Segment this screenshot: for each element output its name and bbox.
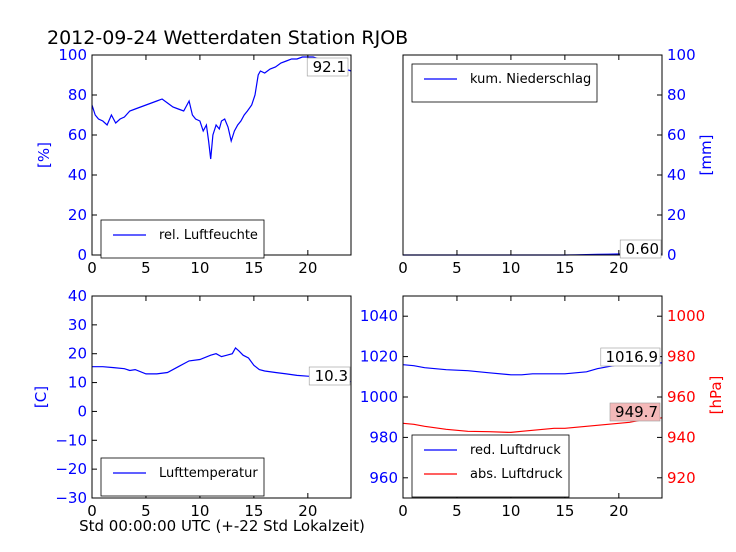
y-tick-label: 1020: [360, 348, 398, 366]
y-tick-label-right: 0: [667, 246, 677, 264]
x-tick-label: 20: [609, 502, 628, 520]
value-label: 0.60: [626, 240, 659, 258]
x-tick-label: 20: [298, 259, 317, 277]
y-tick-label: 40: [68, 287, 87, 305]
x-tick-label: 5: [141, 259, 151, 277]
y-tick-label: −30: [55, 489, 87, 507]
legend-box: [100, 219, 265, 259]
y-tick-label: 0: [77, 402, 87, 420]
series-line-abs-luftdruck: [402, 417, 663, 434]
x-tick-label: 20: [298, 502, 317, 520]
x-tick-label: 10: [190, 259, 209, 277]
chart-title: 2012-09-24 Wetterdaten Station RJOB: [47, 27, 408, 49]
y-tick-label-right: 40: [667, 166, 686, 184]
x-tick-label: 15: [244, 502, 263, 520]
y-tick-label: 60: [68, 126, 87, 144]
x-axis-label: Std 00:00:00 UTC (+-22 Std Lokalzeit): [79, 517, 365, 535]
y-tick-label-right: 60: [667, 126, 686, 144]
y-tick-label: 30: [68, 316, 87, 334]
x-tick-label: 15: [244, 259, 263, 277]
y-tick-label: 1040: [360, 307, 398, 325]
x-tick-label: 10: [501, 502, 520, 520]
x-tick-label: 5: [452, 502, 462, 520]
y-axis-label-right: [hPa]: [707, 376, 725, 415]
panel-temperature: 0 5 10 15 20 −30 −20 −10 0 10 20 30 40 [C] Lufttempera…: [32, 287, 352, 520]
y-tick-label: 80: [68, 86, 87, 104]
series-line-rel-luftfeuchte: [91, 56, 352, 160]
x-tick-label: 20: [609, 259, 628, 277]
legend-box: [411, 434, 570, 498]
x-tick-label: 5: [141, 502, 151, 520]
series-line-lufttemperatur: [92, 346, 352, 383]
legend-entry: red. Luftdruck: [470, 443, 561, 458]
x-tick-label: 0: [398, 502, 408, 520]
value-label-box: [609, 402, 661, 422]
y-tick-label: −20: [55, 460, 87, 478]
plot-frame: [91, 295, 352, 499]
legend-entry: kum. Niederschlag: [470, 72, 591, 87]
plot-frame: [402, 54, 663, 256]
x-tick-label: 15: [555, 259, 574, 277]
value-label-box: [306, 57, 349, 77]
y-tick-label-right: 960: [667, 388, 696, 406]
panel-pressure: 0 5 10 15 20 960 980 1000 1020 1040 920 940 960 980 10…: [360, 295, 725, 520]
legend-entry: abs. Luftdruck: [470, 467, 563, 482]
y-tick-label-right: 20: [667, 206, 686, 224]
y-tick-label-right: 980: [667, 348, 696, 366]
y-tick-label-right: 1000: [667, 307, 705, 325]
x-tick-label: 10: [190, 502, 209, 520]
value-label-box: [308, 366, 351, 386]
y-tick-label: 960: [369, 469, 398, 487]
legend-entry: Lufttemperatur: [159, 466, 258, 481]
y-axis-label: [C]: [32, 386, 50, 408]
y-tick-label: 10: [68, 374, 87, 392]
y-tick-label: 1000: [360, 388, 398, 406]
value-label-box: [600, 347, 661, 367]
y-tick-label: 0: [77, 246, 87, 264]
y-tick-label: 20: [68, 206, 87, 224]
legend-box: [411, 63, 598, 103]
x-tick-label: 15: [555, 502, 574, 520]
y-tick-label: 40: [68, 166, 87, 184]
value-label: 949.7: [615, 403, 658, 421]
y-tick-label-right: 920: [667, 469, 696, 487]
y-tick-label-right: 100: [667, 46, 696, 64]
y-tick-label: −10: [55, 431, 87, 449]
y-tick-label: 20: [68, 345, 87, 363]
legend-box: [100, 457, 265, 497]
x-tick-label: 10: [501, 259, 520, 277]
value-label: 10.3: [315, 367, 348, 385]
value-label-box: [619, 239, 662, 259]
y-tick-label: 100: [58, 46, 87, 64]
value-label: 92.1: [313, 58, 346, 76]
legend-entry: rel. Luftfeuchte: [159, 228, 258, 243]
x-tick-label: 0: [87, 259, 97, 277]
panel-precipitation: 0 5 10 15 20 0 20 40 60 80 100 [mm] kum. Niederschla…: [398, 46, 715, 277]
x-tick-label: 0: [398, 259, 408, 277]
y-axis-label: [%]: [35, 142, 53, 168]
y-axis-label: [mm]: [697, 135, 715, 176]
x-tick-label: 0: [87, 502, 97, 520]
panel-humidity: 0 5 10 15 20 0 20 40 60 80 100 [%] rel. Luftfeuchte 9…: [35, 46, 352, 277]
value-label: 1016.9: [606, 348, 659, 366]
x-tick-label: 5: [452, 259, 462, 277]
y-tick-label: 980: [369, 428, 398, 446]
y-tick-label-right: 80: [667, 86, 686, 104]
y-tick-label-right: 940: [667, 428, 696, 446]
